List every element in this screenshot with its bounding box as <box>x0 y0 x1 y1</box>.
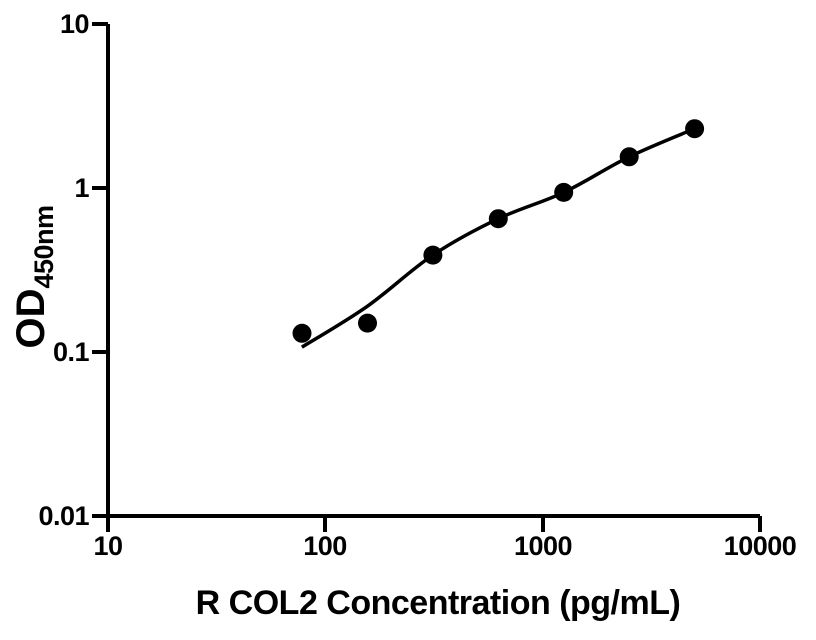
data-point <box>685 119 705 139</box>
x-tick-label: 100 <box>303 531 347 561</box>
data-point <box>423 245 443 265</box>
y-tick-label: 10 <box>59 9 90 39</box>
y-axis-title-subscript: 450nm <box>29 205 59 289</box>
x-tick-label: 10000 <box>723 531 797 561</box>
x-ticks <box>106 516 762 532</box>
x-axis-title: R COL2 Concentration (pg/mL) <box>195 584 681 622</box>
data-point <box>619 147 639 167</box>
y-tick-label: 0.1 <box>52 337 90 367</box>
data-point <box>488 209 508 229</box>
data-point <box>292 323 312 343</box>
y-tick-label: 1 <box>74 173 89 203</box>
y-tick-label: 0.01 <box>38 501 89 531</box>
y-ticks <box>92 22 108 518</box>
x-tick-label: 1000 <box>513 531 573 561</box>
axis-spines <box>106 24 760 518</box>
data-point <box>554 182 574 202</box>
y-axis-title-main: OD <box>9 288 53 349</box>
y-axis-title: OD450nm <box>7 177 59 377</box>
data-points <box>292 119 705 343</box>
x-tick-label: 10 <box>93 531 123 561</box>
data-point <box>358 313 377 333</box>
